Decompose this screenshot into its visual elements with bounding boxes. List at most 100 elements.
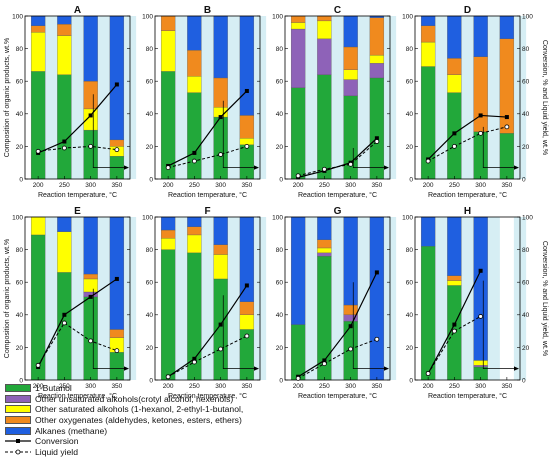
legend-line-conversion — [5, 437, 31, 445]
x-tick-label: 350 — [111, 182, 122, 189]
legend-label-butanol: 1-Butanol — [35, 383, 72, 394]
legend-item-oxygenates: Other oxygenates (aldehydes, ketones, es… — [5, 415, 255, 426]
bar-segment-butanol — [160, 249, 176, 381]
legend-item-alkanes: Alkanes (methane) — [5, 425, 255, 436]
bar-segment-oxygenates — [57, 23, 72, 36]
y-tick-label: 0 — [409, 377, 413, 384]
y-tick-label: 80 — [146, 46, 154, 53]
x-tick-label: 250 — [189, 182, 200, 189]
x-tick-label: 250 — [319, 383, 330, 390]
legend-swatch-unsaturated — [5, 394, 31, 403]
bar-segment-oxygenates — [187, 226, 202, 236]
background-band — [201, 16, 214, 179]
y-tick-label-right: 0 — [522, 377, 526, 384]
y-tick-label-right: 40 — [522, 111, 530, 118]
liquid-yield-point — [35, 362, 41, 368]
background-band — [435, 16, 448, 179]
bar-segment-saturated — [239, 314, 255, 330]
bar-segment-alkanes — [213, 216, 228, 245]
y-tick-label: 20 — [276, 144, 284, 151]
background-band — [305, 217, 318, 380]
plot-frame — [24, 216, 131, 381]
y-tick-label: 0 — [149, 176, 153, 183]
legend-swatch-alkanes — [5, 426, 31, 435]
x-axis-title: Reaction temperature, °C — [38, 392, 117, 400]
y-tick-label: 100 — [142, 13, 153, 20]
panel-label: E — [74, 206, 81, 217]
bar-segment-butanol — [290, 87, 306, 180]
axis-pointer-arrow — [352, 282, 384, 369]
bar-segment-saturated — [213, 254, 228, 280]
liquid-yield-point — [478, 314, 484, 319]
bar-segment-saturated — [420, 41, 436, 67]
bar-segment-butanol — [83, 296, 98, 381]
bar-segment-saturated — [239, 138, 255, 145]
bar-segment-butanol — [83, 129, 98, 180]
x-axis-title: Reaction temperature, °C — [428, 191, 507, 199]
background-band — [45, 16, 58, 179]
y-tick-label: 100 — [12, 214, 23, 221]
bar-segment-oxygenates — [30, 25, 46, 33]
bar-segment-saturated — [57, 35, 72, 75]
panel-D: 0 0 20 20 40 40 60 60 80 80 100 100 200 250 300 350 D — [402, 5, 533, 189]
y-tick-label: 60 — [146, 280, 154, 287]
liquid-yield-point — [88, 338, 94, 344]
legend-item-conversion: Conversion — [5, 436, 255, 447]
bar-segment-alkanes — [343, 15, 358, 48]
bar-segment-oxygenates — [290, 15, 306, 23]
conversion-point — [218, 322, 223, 327]
liquid-yield-point — [191, 359, 197, 365]
x-tick-label: 250 — [189, 383, 200, 390]
liquid-yield-point — [374, 336, 380, 342]
x-tick-label: 250 — [59, 383, 70, 390]
legend-item-unsaturated: Other unsaturated alkohols(crotyl alcoho… — [5, 394, 255, 405]
x-tick-label: 350 — [501, 182, 512, 189]
legend: 1-Butanol Other unsaturated alkohols(cro… — [5, 383, 255, 457]
legend-swatch-saturated — [5, 405, 31, 414]
y-tick-label-right: 20 — [522, 144, 530, 151]
bar-segment-butanol — [290, 324, 306, 381]
bar-segment-butanol — [57, 74, 72, 180]
x-tick-label: 350 — [241, 383, 252, 390]
bar-segment-alkanes — [57, 216, 72, 232]
x-tick-label: 200 — [423, 182, 434, 189]
bar-segment-alkanes — [109, 15, 125, 141]
conversion-point — [478, 268, 483, 273]
axis-pointer-arrow — [482, 126, 514, 168]
panel-G: 0 20 40 60 80 100 200 250 300 350 G — [272, 206, 397, 390]
x-tick-label: 300 — [215, 383, 226, 390]
y-tick-label: 60 — [276, 280, 284, 287]
y-tick-label: 20 — [406, 345, 414, 352]
legend-label-oxygenates: Other oxygenates (aldehydes, ketones, es… — [35, 415, 242, 426]
liquid-yield-point — [88, 143, 94, 149]
background-band — [45, 217, 58, 380]
y-tick-label: 80 — [276, 46, 284, 53]
bar-segment-butanol — [109, 352, 125, 381]
bar-segment-alkanes — [239, 15, 255, 116]
axis-pointer-arrow — [352, 148, 384, 168]
bar-segment-butanol — [499, 133, 515, 180]
y-tick-label: 20 — [146, 144, 154, 151]
conversion-line — [427, 114, 507, 160]
bar-segment-alkanes — [473, 216, 488, 361]
bar-segment-saturated — [30, 32, 46, 72]
y-tick-label-right: 80 — [522, 247, 530, 254]
bar-segment-oxygenates — [420, 25, 436, 43]
bar-segment-alkanes — [30, 15, 46, 26]
panel-C: 0 20 40 60 80 100 200 250 300 350 C — [272, 5, 397, 189]
y-tick-label: 100 — [272, 214, 283, 221]
conversion-line — [167, 285, 248, 378]
liquid-yield-line — [37, 322, 118, 366]
x-tick-label: 300 — [215, 182, 226, 189]
axis-pointer-arrowhead — [254, 165, 259, 170]
bar-segment-alkanes — [499, 15, 515, 39]
bar-segment-unsaturated — [369, 63, 385, 79]
liquid-yield-point — [191, 158, 197, 164]
x-tick-label: 350 — [241, 182, 252, 189]
conversion-point — [114, 276, 119, 281]
bar-segment-oxygenates — [343, 304, 358, 315]
legend-label-liquid-yield: Liquid yield — [35, 446, 78, 457]
conversion-point — [244, 88, 249, 93]
x-tick-label: 250 — [59, 182, 70, 189]
background-band — [331, 16, 344, 179]
